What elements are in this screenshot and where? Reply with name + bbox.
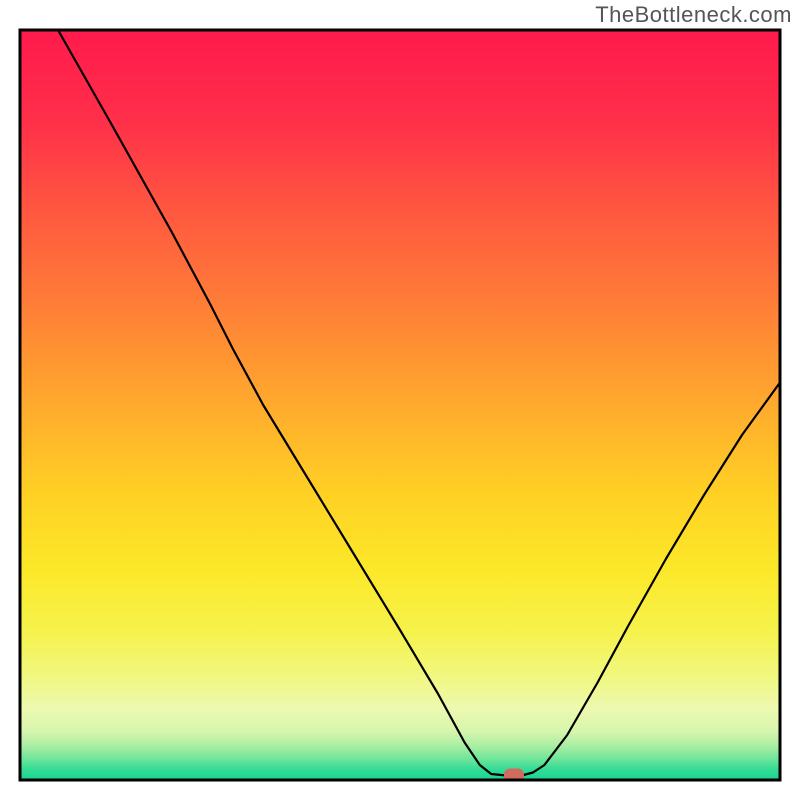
gradient-background bbox=[20, 30, 780, 780]
bottleneck-chart bbox=[0, 0, 800, 800]
watermark-text: TheBottleneck.com bbox=[595, 2, 792, 28]
chart-frame: TheBottleneck.com bbox=[0, 0, 800, 800]
